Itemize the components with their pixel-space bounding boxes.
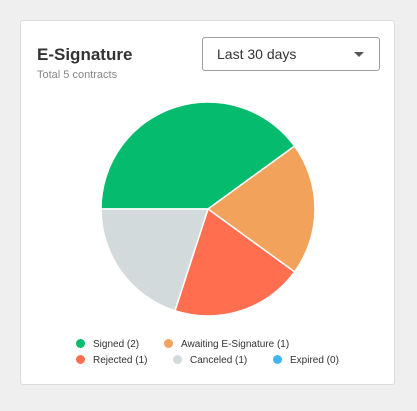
legend-item-canceled[interactable]: Canceled (1)	[173, 355, 247, 367]
legend-dot-canceled	[173, 355, 182, 364]
legend-dot-rejected	[76, 355, 85, 364]
pie-slice-signed[interactable]	[100, 101, 296, 210]
pie-slice-canceled[interactable]	[100, 208, 210, 312]
legend-label-awaiting: Awaiting E-Signature (1)	[181, 339, 290, 350]
legend-item-expired[interactable]: Expired (0)	[273, 355, 339, 367]
card-subtitle: Total 5 contracts	[37, 69, 118, 81]
legend-item-rejected[interactable]: Rejected (1)	[76, 355, 147, 367]
legend-item-signed[interactable]: Signed (2)	[76, 339, 139, 351]
legend-item-awaiting[interactable]: Awaiting E-Signature (1)	[164, 339, 289, 351]
legend-label-signed: Signed (2)	[93, 339, 140, 350]
legend-label-expired: Expired (0)	[290, 355, 339, 366]
e-signature-card: E-Signature Total 5 contracts Last 30 da…	[20, 20, 395, 385]
period-dropdown[interactable]: Last 30 days	[202, 37, 380, 71]
legend-dot-awaiting	[164, 339, 173, 348]
status-pie-chart	[100, 101, 316, 317]
caret-down-icon	[354, 52, 364, 57]
pie-slice-rejected[interactable]	[173, 207, 296, 317]
pie-slice-awaiting[interactable]	[206, 145, 316, 273]
legend-dot-signed	[76, 339, 85, 348]
legend-label-canceled: Canceled (1)	[190, 355, 248, 366]
legend-label-rejected: Rejected (1)	[93, 355, 148, 366]
legend-dot-expired	[273, 355, 282, 364]
period-dropdown-value: Last 30 days	[217, 46, 297, 62]
card-title: E-Signature	[37, 45, 133, 64]
